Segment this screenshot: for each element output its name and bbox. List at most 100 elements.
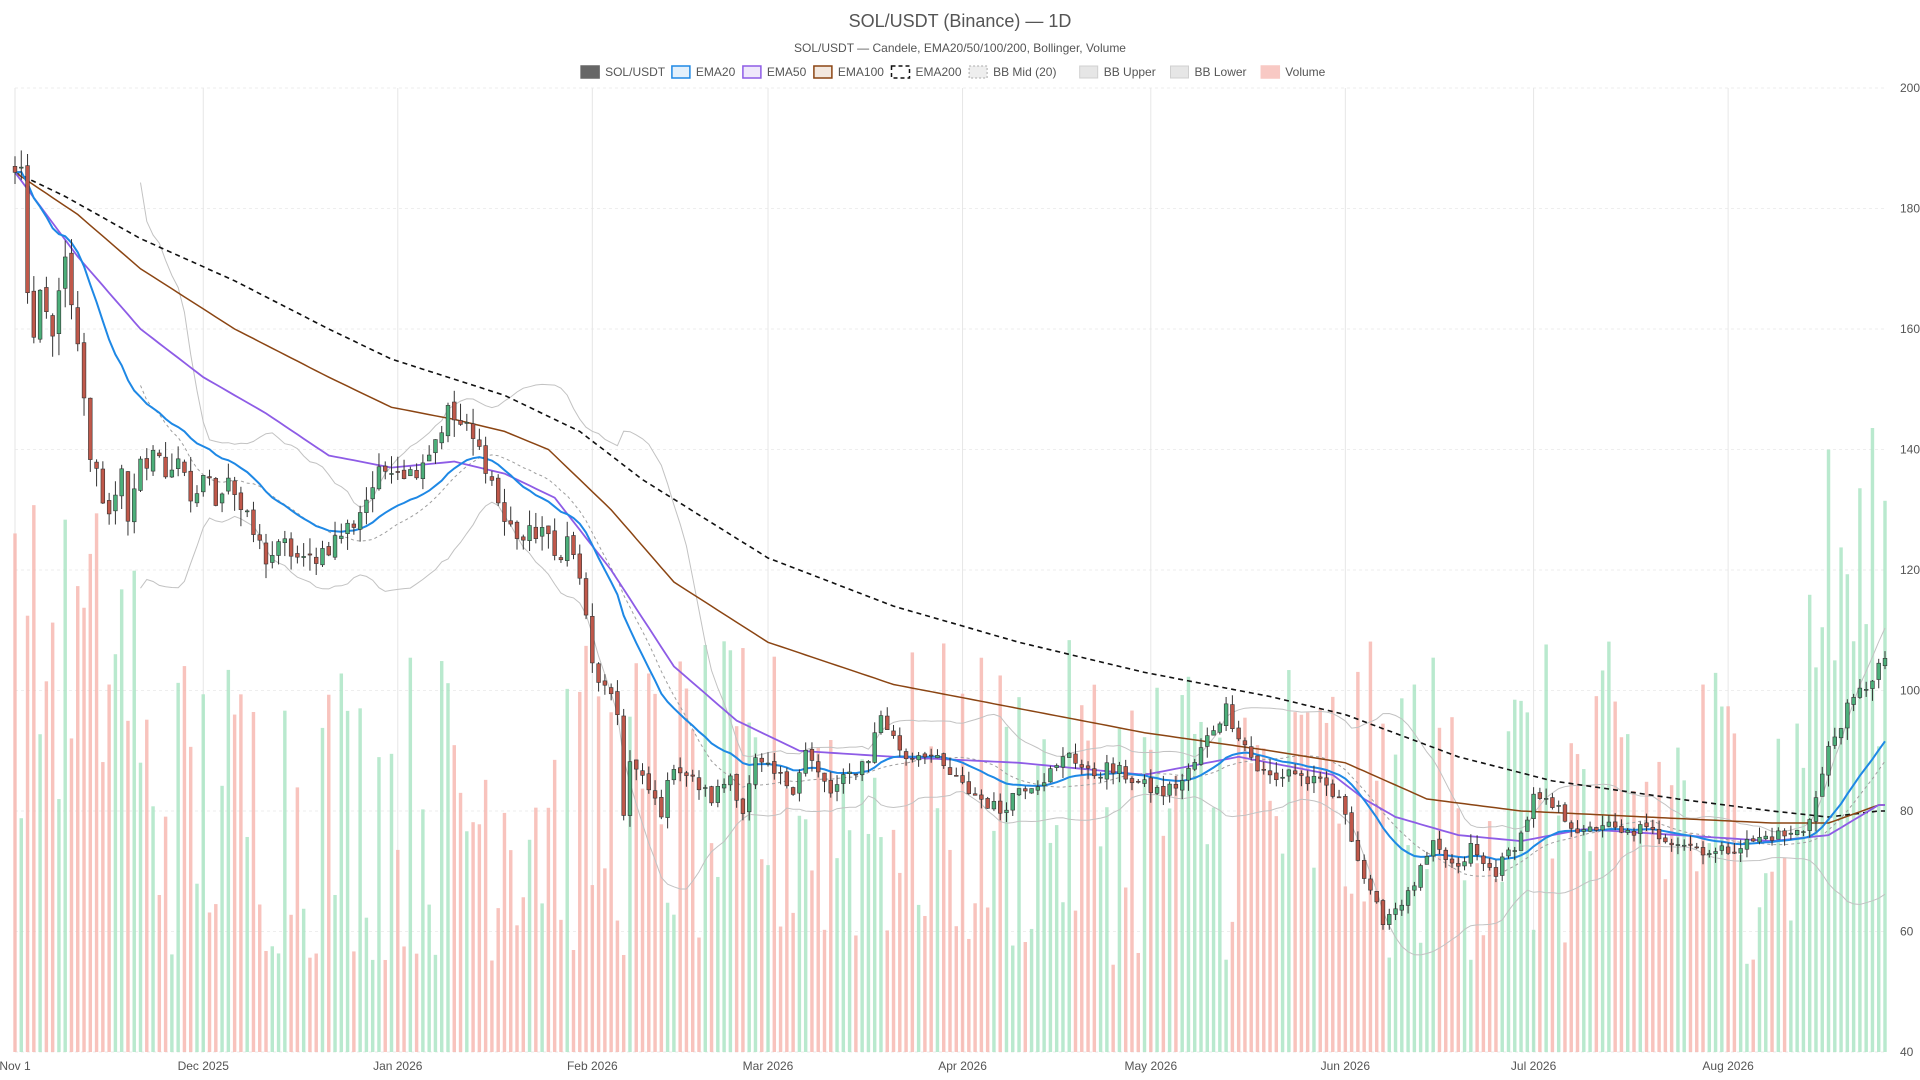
volume-bar	[747, 722, 751, 1052]
candle-body	[1412, 885, 1417, 891]
candle	[439, 425, 444, 450]
candle	[383, 461, 388, 480]
candle-body	[339, 535, 344, 539]
volume-bar	[44, 681, 49, 1052]
candle-body	[640, 770, 645, 776]
candle	[106, 492, 112, 525]
candle	[113, 481, 118, 525]
candle	[1543, 788, 1549, 805]
candle-body	[1882, 658, 1888, 667]
candle-body	[1085, 765, 1091, 769]
volume-bar	[1619, 737, 1624, 1052]
candle-body	[740, 798, 746, 814]
candle	[634, 759, 639, 781]
candle	[56, 277, 62, 356]
candle	[1663, 834, 1668, 844]
volume-bar	[1462, 880, 1467, 1052]
candle	[1776, 827, 1781, 840]
candle-body	[25, 165, 30, 294]
volume-bar	[433, 954, 438, 1052]
candle	[941, 752, 946, 769]
candle-body	[709, 786, 714, 804]
candle-body	[828, 780, 833, 794]
candle-body	[69, 252, 74, 306]
candle-body	[903, 751, 909, 760]
candle	[94, 459, 99, 487]
candle	[1669, 838, 1674, 852]
volume-bar	[345, 710, 350, 1052]
candle-body	[841, 774, 846, 784]
candle	[320, 540, 325, 567]
volume-bar	[1738, 854, 1743, 1052]
candle	[1449, 854, 1455, 868]
candle	[1512, 846, 1517, 861]
volume-bar	[1243, 717, 1247, 1052]
candle-body	[809, 748, 815, 761]
candle-body	[307, 553, 313, 556]
volume-bar	[176, 682, 180, 1052]
candle-body	[1374, 891, 1379, 903]
legend-label: EMA20	[696, 65, 736, 79]
candle	[1029, 788, 1034, 794]
candle	[125, 471, 131, 536]
candle-body	[1167, 783, 1172, 796]
candle-body	[1067, 752, 1072, 758]
candle	[1675, 837, 1681, 855]
candle-body	[1713, 851, 1718, 854]
candle-body	[533, 526, 539, 539]
volume-bar	[364, 917, 369, 1052]
candle	[307, 538, 313, 571]
candle-body	[991, 801, 997, 810]
candle	[1638, 821, 1643, 844]
volume-bar	[1349, 893, 1354, 1052]
x-tick-label: Dec 2025	[178, 1059, 230, 1073]
volume-bar	[1600, 670, 1605, 1052]
candle-body	[1638, 824, 1643, 834]
candle-body	[395, 471, 400, 473]
candle	[477, 428, 482, 450]
candle-body	[721, 783, 727, 789]
volume-bar	[621, 954, 626, 1052]
candle	[1192, 758, 1197, 772]
volume-bar	[1130, 710, 1134, 1052]
candle	[31, 276, 37, 344]
candle	[527, 510, 532, 551]
candle	[496, 474, 501, 507]
candle-body	[1782, 830, 1787, 837]
candle	[1751, 835, 1756, 843]
volume-bar	[258, 904, 262, 1052]
candle	[1418, 863, 1423, 891]
candle-body	[1180, 780, 1185, 791]
candle-body	[1606, 821, 1612, 827]
candle	[1468, 834, 1474, 867]
candle	[1267, 759, 1273, 784]
volume-bar	[1494, 878, 1498, 1052]
volume-bar	[396, 849, 400, 1052]
volume-bar	[50, 622, 55, 1052]
candle	[947, 757, 953, 775]
candle	[652, 780, 658, 806]
volume-bar	[308, 957, 312, 1052]
candle-body	[125, 471, 131, 522]
candle	[872, 722, 877, 764]
candle-body	[1682, 844, 1687, 847]
candle	[816, 754, 821, 778]
volume-bar	[1569, 743, 1573, 1052]
volume-bar	[923, 915, 927, 1052]
volume-bar	[665, 902, 670, 1052]
candle	[1311, 765, 1317, 794]
volume-bar	[1098, 846, 1103, 1052]
candle-body	[1023, 788, 1028, 792]
volume-bar	[1833, 660, 1837, 1052]
bollinger-layer	[140, 182, 1886, 956]
candle-body	[345, 522, 350, 534]
volume-bar	[1387, 957, 1391, 1052]
volume-bar	[954, 926, 958, 1052]
candle-body	[759, 757, 764, 763]
candle	[1387, 908, 1392, 930]
candle-body	[351, 523, 357, 528]
candle-body	[1431, 840, 1436, 857]
candle-body	[1343, 796, 1348, 815]
candle-body	[803, 749, 808, 774]
candle	[627, 750, 633, 827]
